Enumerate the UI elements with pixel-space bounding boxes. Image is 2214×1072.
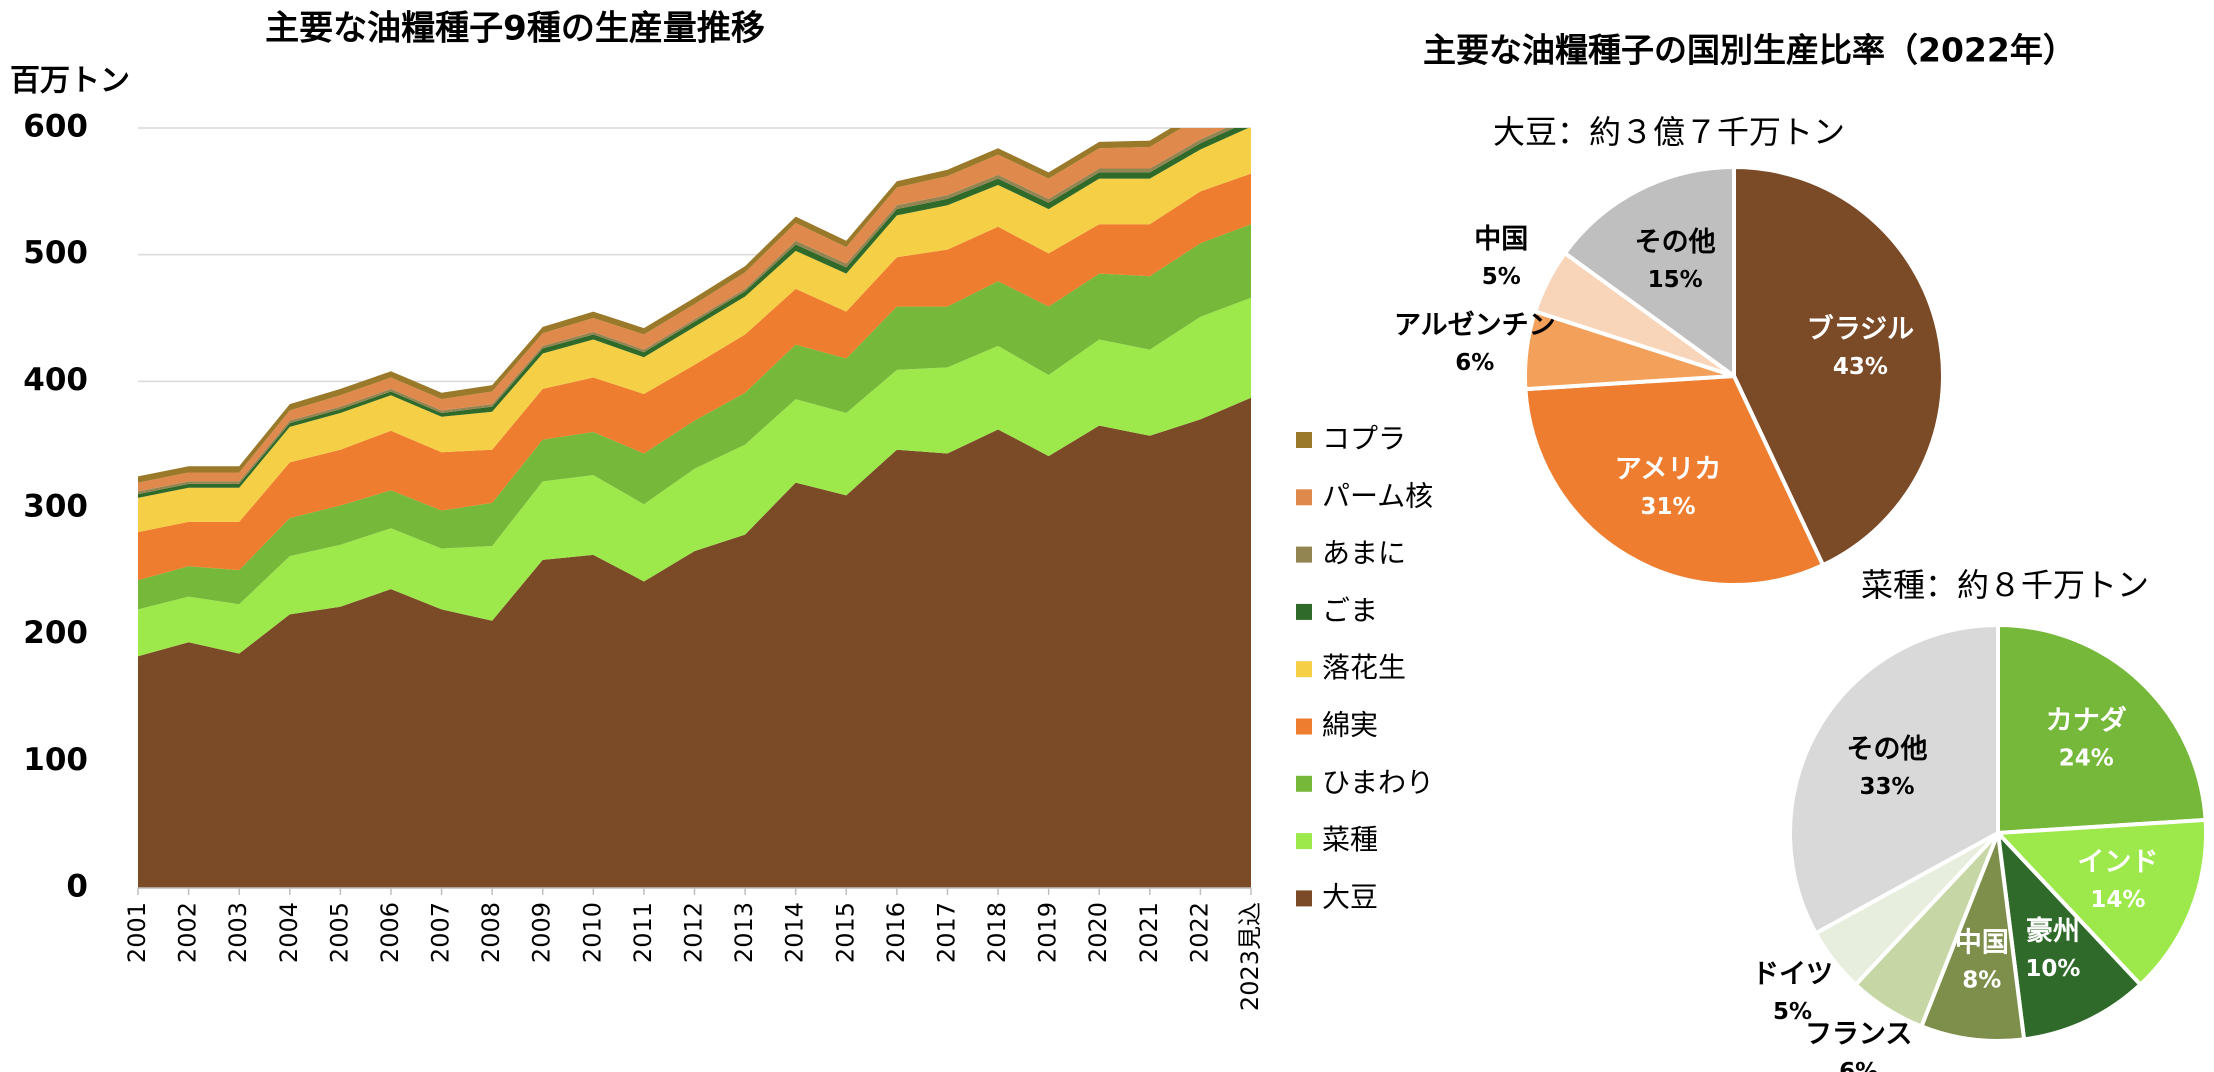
legend-swatch — [1296, 833, 1312, 850]
area — [138, 128, 1226, 492]
x-tick-label: 2016 — [882, 902, 910, 963]
x-tick-label: 2022 — [1185, 902, 1213, 963]
plot-area — [138, 128, 1251, 888]
slice-label: アルゼンチン — [1394, 310, 1556, 341]
area — [138, 224, 1251, 610]
x-tick-label: 2018 — [983, 902, 1011, 963]
slice-label: その他 — [1635, 227, 1716, 258]
area — [138, 128, 1251, 533]
legend-label: ひまわり — [1322, 766, 1434, 799]
area — [138, 173, 1251, 581]
x-tick-label: 2005 — [325, 902, 353, 963]
legend-swatch — [1296, 890, 1312, 907]
pie-slice — [1788, 622, 2000, 936]
x-tick-label: 2023見込 — [1236, 902, 1264, 1011]
slice-label: カナダ — [2046, 704, 2127, 736]
slice-value: 6% — [1839, 1059, 1878, 1072]
x-tick-label: 2013 — [730, 902, 758, 963]
y-tick-label: 500 — [23, 235, 88, 271]
slice-label: その他 — [1846, 734, 1927, 765]
pie-slice — [1996, 622, 2208, 836]
slice-value: 31% — [1641, 494, 1696, 520]
pie-slice — [1918, 832, 2027, 1043]
legend-label: 落花生 — [1322, 651, 1406, 684]
slice-value: 8% — [1962, 967, 2001, 993]
y-tick-label: 300 — [23, 489, 88, 525]
legend-label: あまに — [1322, 537, 1406, 570]
slice-value: 10% — [2025, 956, 2080, 982]
legend-swatch — [1296, 489, 1312, 506]
legend-label: 大豆 — [1322, 880, 1378, 913]
x-tick-label: 2011 — [629, 902, 657, 963]
slice-label: ドイツ — [1752, 959, 1833, 990]
x-tick-label: 2010 — [578, 902, 606, 963]
section-title: 主要な油糧種子の国別生産比率（2022年） — [1423, 31, 2076, 70]
x-tick-label: 2019 — [1034, 902, 1062, 963]
pie-slice — [1995, 827, 2144, 1042]
y-tick-label: 200 — [23, 615, 88, 651]
legend-swatch — [1296, 546, 1312, 563]
x-tick-label: 2007 — [427, 902, 455, 963]
pie-slice — [1993, 817, 2208, 988]
x-tick-label: 2021 — [1135, 902, 1163, 963]
x-tick-label: 2012 — [680, 902, 708, 963]
y-tick-label: 400 — [23, 362, 88, 398]
slice-label: インド — [2077, 847, 2158, 878]
x-tick-label: 2017 — [932, 902, 960, 963]
legend-label: 菜種 — [1322, 823, 1378, 856]
x-tick-label: 2009 — [528, 902, 556, 963]
slice-value: 5% — [1482, 264, 1521, 290]
pie-slice — [1562, 164, 1736, 380]
x-tick-label: 2001 — [123, 902, 151, 963]
slice-label: ブラジル — [1807, 313, 1914, 345]
slice-label: 豪州 — [2026, 915, 2080, 947]
area — [138, 128, 1249, 498]
pie-title: 大豆：約３億７千万トン — [1493, 113, 1845, 151]
slice-label: 中国 — [1474, 224, 1528, 255]
pie-slice — [1732, 164, 1945, 568]
slice-value: 33% — [1859, 774, 1914, 800]
area — [138, 297, 1251, 657]
legend-swatch — [1296, 603, 1312, 620]
x-tick-label: 2003 — [224, 902, 252, 963]
legend-swatch — [1296, 661, 1312, 678]
slice-label: フランス — [1805, 1019, 1912, 1050]
legend-swatch — [1296, 432, 1312, 448]
x-tick-label: 2006 — [376, 902, 404, 963]
y-tick-label: 0 — [66, 869, 88, 905]
legend-swatch — [1296, 718, 1312, 735]
legend-label: コプラ — [1322, 422, 1406, 455]
legend-label: 綿実 — [1322, 709, 1378, 742]
x-tick-label: 2015 — [831, 902, 859, 963]
x-tick-label: 2020 — [1084, 902, 1112, 963]
legend-swatch — [1296, 775, 1312, 792]
slice-label: 中国 — [1955, 927, 2009, 958]
x-tick-label: 2014 — [781, 902, 809, 963]
pie-slice — [1523, 373, 1826, 587]
legend-label: パーム核 — [1322, 479, 1433, 512]
slice-value: 6% — [1455, 350, 1494, 376]
slice-value: 5% — [1773, 999, 1812, 1025]
area — [138, 397, 1251, 888]
chart-title: 主要な油糧種子9種の生産量推移 — [265, 9, 765, 49]
x-tick-label: 2008 — [477, 902, 505, 963]
y-tick-label: 600 — [23, 109, 88, 145]
slice-value: 24% — [2059, 745, 2114, 771]
x-tick-label: 2004 — [275, 902, 303, 963]
y-axis-title: 百万トン — [10, 64, 130, 99]
slice-label: アメリカ — [1615, 454, 1722, 485]
slice-value: 14% — [2090, 887, 2145, 913]
x-tick-label: 2002 — [174, 902, 202, 963]
slice-value: 43% — [1833, 354, 1888, 380]
slice-value: 15% — [1648, 267, 1703, 293]
legend-label: ごま — [1322, 594, 1378, 627]
y-tick-label: 100 — [23, 742, 88, 778]
pie-title: 菜種：約８千万トン — [1861, 566, 2149, 604]
